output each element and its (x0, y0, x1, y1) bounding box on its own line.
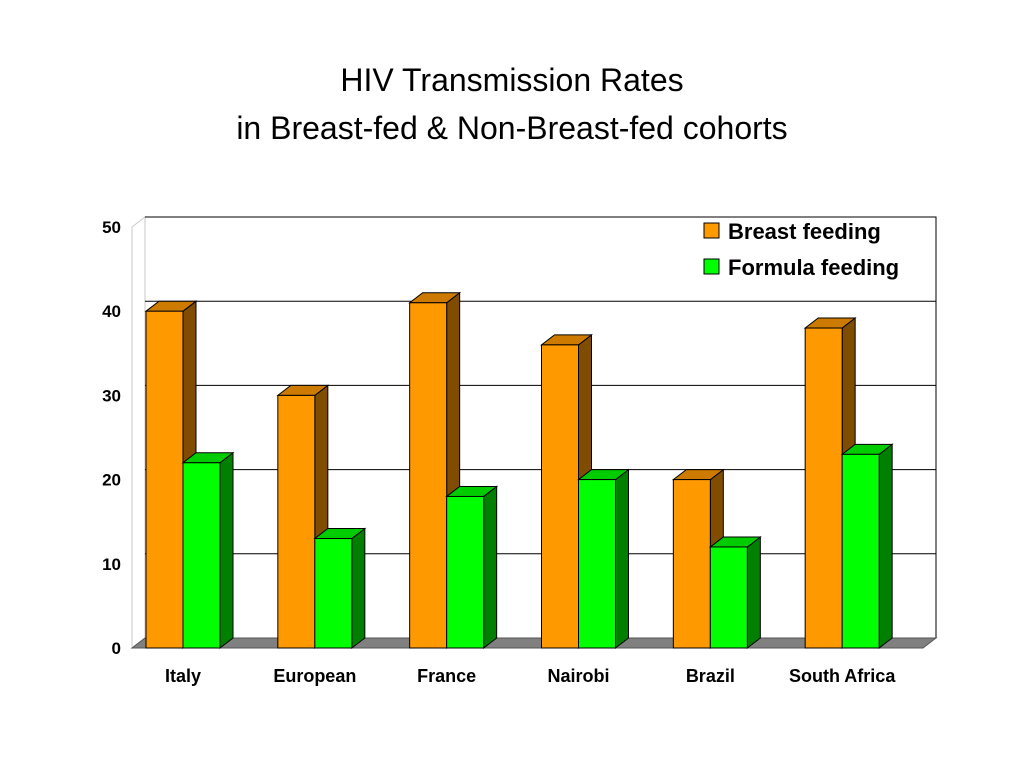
bar-formula-feeding (446, 495, 485, 649)
y-tick-label: 40 (102, 302, 121, 321)
x-category-label: France (417, 666, 476, 686)
bar-formula-feeding (314, 538, 353, 649)
category-labels: Italy European France Nairobi Brazil South Af… (165, 666, 896, 686)
y-tick-label: 20 (102, 471, 121, 490)
legend: Breast feeding Formula feeding (703, 219, 899, 280)
x-category-label: Nairobi (547, 666, 609, 686)
x-category-label: Brazil (686, 666, 735, 686)
x-category-label: European (273, 666, 356, 686)
chart-title-line-2: in Breast-fed & Non-Breast-fed cohorts (236, 110, 788, 146)
y-tick-label: 10 (102, 555, 121, 574)
legend-swatch (703, 222, 720, 239)
legend-label: Formula feeding (728, 255, 899, 280)
bar-side-formula-feeding (746, 535, 761, 650)
bar-side-formula-feeding (615, 468, 629, 650)
bar-formula-feeding (182, 462, 221, 649)
plot-side-wall (131, 215, 146, 650)
bar-side-formula-feeding (351, 527, 366, 650)
legend-swatch (703, 258, 720, 275)
y-tick-label: 50 (102, 218, 121, 237)
bar-side-formula-feeding (483, 485, 498, 650)
bar-formula-feeding (841, 453, 880, 649)
bar-breast-feeding (804, 327, 843, 649)
x-category-label: Italy (165, 666, 201, 686)
y-tick-label: 0 (112, 639, 121, 658)
y-tick-label: 30 (102, 386, 121, 405)
bar-breast-feeding (672, 479, 711, 649)
bar-breast-feeding (541, 344, 579, 649)
bar-breast-feeding (409, 302, 448, 649)
bar-formula-feeding (578, 479, 616, 649)
bar-side-formula-feeding (878, 443, 893, 650)
legend-label: Breast feeding (728, 219, 881, 244)
chart-title-line-1: HIV Transmission Rates (340, 62, 684, 98)
bars (144, 291, 894, 650)
bar-side-formula-feeding (219, 451, 234, 650)
bar-breast-feeding (277, 394, 316, 649)
y-axis: 0 10 20 30 40 50 (102, 218, 121, 658)
x-category-label: South Africa (789, 666, 896, 686)
bar-formula-feeding (709, 546, 748, 649)
plot-back-wall (144, 216, 937, 639)
bar-breast-feeding (145, 310, 184, 649)
